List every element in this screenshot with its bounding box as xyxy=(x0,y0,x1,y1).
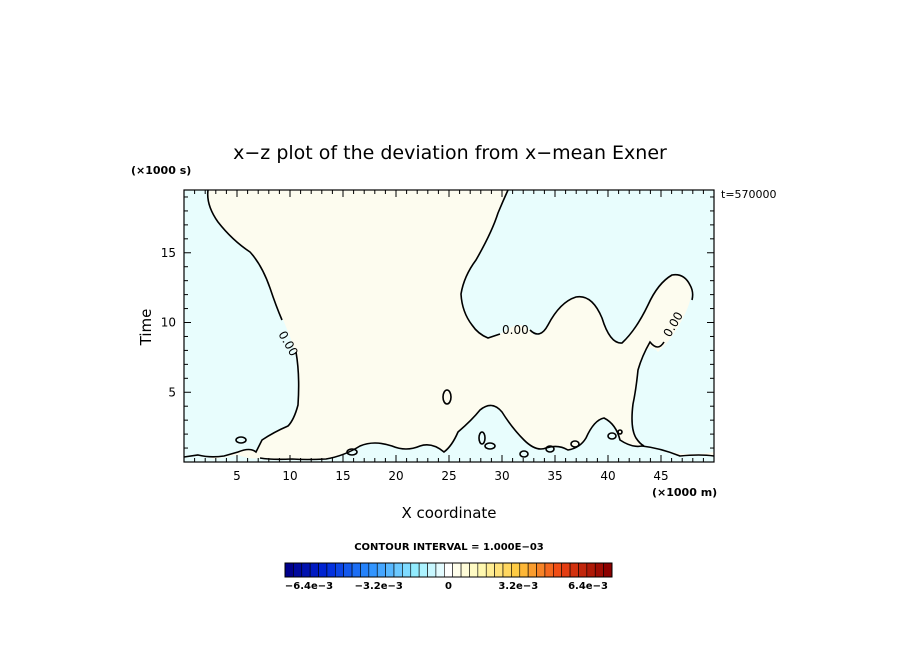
colorbar-swatch xyxy=(301,562,311,578)
colorbar-swatch xyxy=(293,562,303,578)
x-tick-label: 40 xyxy=(600,469,615,483)
contour-line-left-lower xyxy=(183,351,300,458)
x-tick-label: 15 xyxy=(335,469,350,483)
time-stamp: t=570000 xyxy=(721,188,777,201)
negative-region-bottom xyxy=(184,405,714,462)
x-tick-label: 30 xyxy=(494,469,509,483)
colorbar-swatch xyxy=(544,562,554,578)
y-axis-label: Time xyxy=(137,309,155,347)
colorbar-swatch xyxy=(561,562,571,578)
colorbar-swatch xyxy=(402,562,412,578)
x-tick-label: 45 xyxy=(653,469,668,483)
contour-blob-6 xyxy=(607,432,617,440)
colorbar-swatch xyxy=(427,562,437,578)
colorbar-swatch xyxy=(318,562,328,578)
colorbar-swatch xyxy=(519,562,529,578)
y-axis: 5 10 15 xyxy=(161,196,714,449)
contour-blob-7 xyxy=(617,429,623,435)
colorbar-swatch xyxy=(502,562,512,578)
contour-line-right-mid xyxy=(529,273,694,344)
contour-line-right-lower xyxy=(631,340,665,447)
x-tick-label: 5 xyxy=(233,469,241,483)
colorbar-tick-label: 6.4e−3 xyxy=(568,581,608,592)
negative-region-right xyxy=(461,190,714,454)
contour-blob-1 xyxy=(235,436,247,444)
colorbar-tick-label: −3.2e−3 xyxy=(355,581,403,592)
contour-line-left xyxy=(206,189,283,321)
x-tick-label: 10 xyxy=(282,469,297,483)
y-tick-label: 10 xyxy=(161,316,176,330)
contour-lines xyxy=(183,189,715,461)
colorbar-swatch xyxy=(410,562,420,578)
colorbar-swatch xyxy=(351,562,361,578)
contour-line-bottom xyxy=(259,404,715,461)
colorbar-swatch xyxy=(536,562,546,578)
contour-line-right xyxy=(460,189,509,339)
colorbar-swatch xyxy=(393,562,403,578)
colorbar-swatch xyxy=(485,562,495,578)
colorbar-swatch xyxy=(385,562,395,578)
colorbar-swatch xyxy=(444,562,453,578)
contour-label-middle: 0.00 xyxy=(502,323,529,337)
colorbar-swatch xyxy=(343,562,353,578)
colorbar-swatch xyxy=(460,562,470,578)
colorbar-tick-label: 3.2e−3 xyxy=(498,581,538,592)
colorbar-swatch xyxy=(435,562,445,578)
colorbar-swatch xyxy=(452,562,462,578)
contour-blob-3 xyxy=(484,442,496,450)
contour-blob-5 xyxy=(570,440,580,448)
colorbar-swatch xyxy=(477,562,487,578)
colorbar-frame xyxy=(284,562,613,578)
colorbar-swatch xyxy=(368,562,378,578)
colorbar-swatch xyxy=(309,562,319,578)
x-axis-label: X coordinate xyxy=(401,504,496,522)
colorbar-tick-label: −6.4e−3 xyxy=(285,581,333,592)
colorbar-swatch xyxy=(511,562,521,578)
colorbar-labels: −6.4e−3 −3.2e−3 0 3.2e−3 6.4e−3 xyxy=(285,581,608,592)
x-tick-label: 20 xyxy=(388,469,403,483)
x-axis: 5 10 15 20 25 30 35 40 45 xyxy=(194,190,704,483)
colorbar-tick-label: 0 xyxy=(445,581,452,592)
y-tick-label: 15 xyxy=(161,246,176,260)
colorbar-swatch xyxy=(578,562,588,578)
colorbar-swatch xyxy=(360,562,370,578)
colorbar-swatch xyxy=(469,562,479,578)
x-units-label: (×1000 m) xyxy=(652,486,717,499)
colorbar-swatch xyxy=(603,562,613,578)
colorbar-swatch xyxy=(569,562,579,578)
colorbar-swatch xyxy=(335,562,344,578)
contour-interval-label: CONTOUR INTERVAL = 1.000E−03 xyxy=(354,542,544,553)
colorbar-swatch xyxy=(376,562,386,578)
colorbar-swatch xyxy=(586,562,596,578)
colorbar-swatch xyxy=(284,562,294,578)
negative-region-left xyxy=(184,190,299,457)
x-tick-label: 25 xyxy=(441,469,456,483)
contour-blob-4 xyxy=(545,445,555,453)
contour-island xyxy=(442,389,452,405)
colorbar xyxy=(284,562,613,578)
chart-title: x−z plot of the deviation from x−mean Ex… xyxy=(233,142,667,164)
contour-blob-2 xyxy=(478,431,486,445)
x-tick-label: 35 xyxy=(547,469,562,483)
colorbar-swatch xyxy=(418,562,428,578)
colorbar-swatch xyxy=(494,562,504,578)
plot-area: 0.00 0.00 0.00 xyxy=(183,189,715,463)
colorbar-swatch xyxy=(326,562,336,578)
contour-blob-8 xyxy=(346,448,358,456)
y-units-label: (×1000 s) xyxy=(131,164,191,177)
colorbar-swatch xyxy=(594,562,604,578)
y-tick-label: 5 xyxy=(168,385,176,399)
colorbar-swatch xyxy=(553,562,562,578)
contour-blob-9 xyxy=(519,450,529,458)
colorbar-swatch xyxy=(527,562,537,578)
